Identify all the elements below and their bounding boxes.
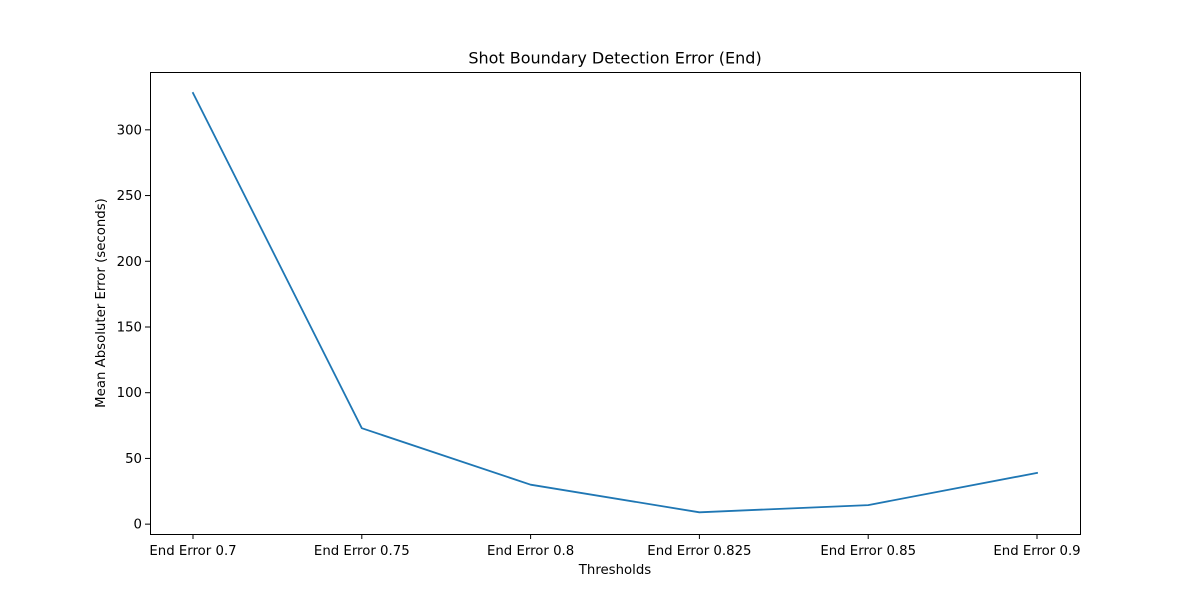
y-tick-label: 100: [117, 386, 142, 401]
x-tick-label: End Error 0.7: [149, 544, 236, 559]
y-tick-label: 200: [117, 255, 142, 270]
x-axis-ticks: End Error 0.7 End Error 0.75 End Error 0.8…: [149, 534, 1081, 559]
x-axis-label: Thresholds: [578, 563, 652, 578]
y-tick-label: 0: [134, 518, 142, 533]
y-axis-ticks: 0 50 100 150 200 250 300: [117, 123, 150, 533]
x-tick-label: End Error 0.75: [314, 544, 410, 559]
y-tick-label: 250: [117, 189, 142, 204]
y-tick-label: 150: [117, 320, 142, 335]
series-line: [191, 91, 1039, 514]
x-tick-label: End Error 0.825: [647, 544, 751, 559]
y-tick-label: 50: [125, 452, 142, 467]
x-tick-label: End Error 0.9: [993, 544, 1080, 559]
y-tick-label: 300: [117, 123, 142, 138]
x-tick-label: End Error 0.8: [487, 544, 574, 559]
plot-area-frame: [150, 72, 1081, 535]
x-tick-label: End Error 0.85: [820, 544, 916, 559]
y-axis-label: Mean Absoluter Error (seconds): [94, 198, 109, 408]
chart-title: Shot Boundary Detection Error (End): [468, 49, 761, 68]
